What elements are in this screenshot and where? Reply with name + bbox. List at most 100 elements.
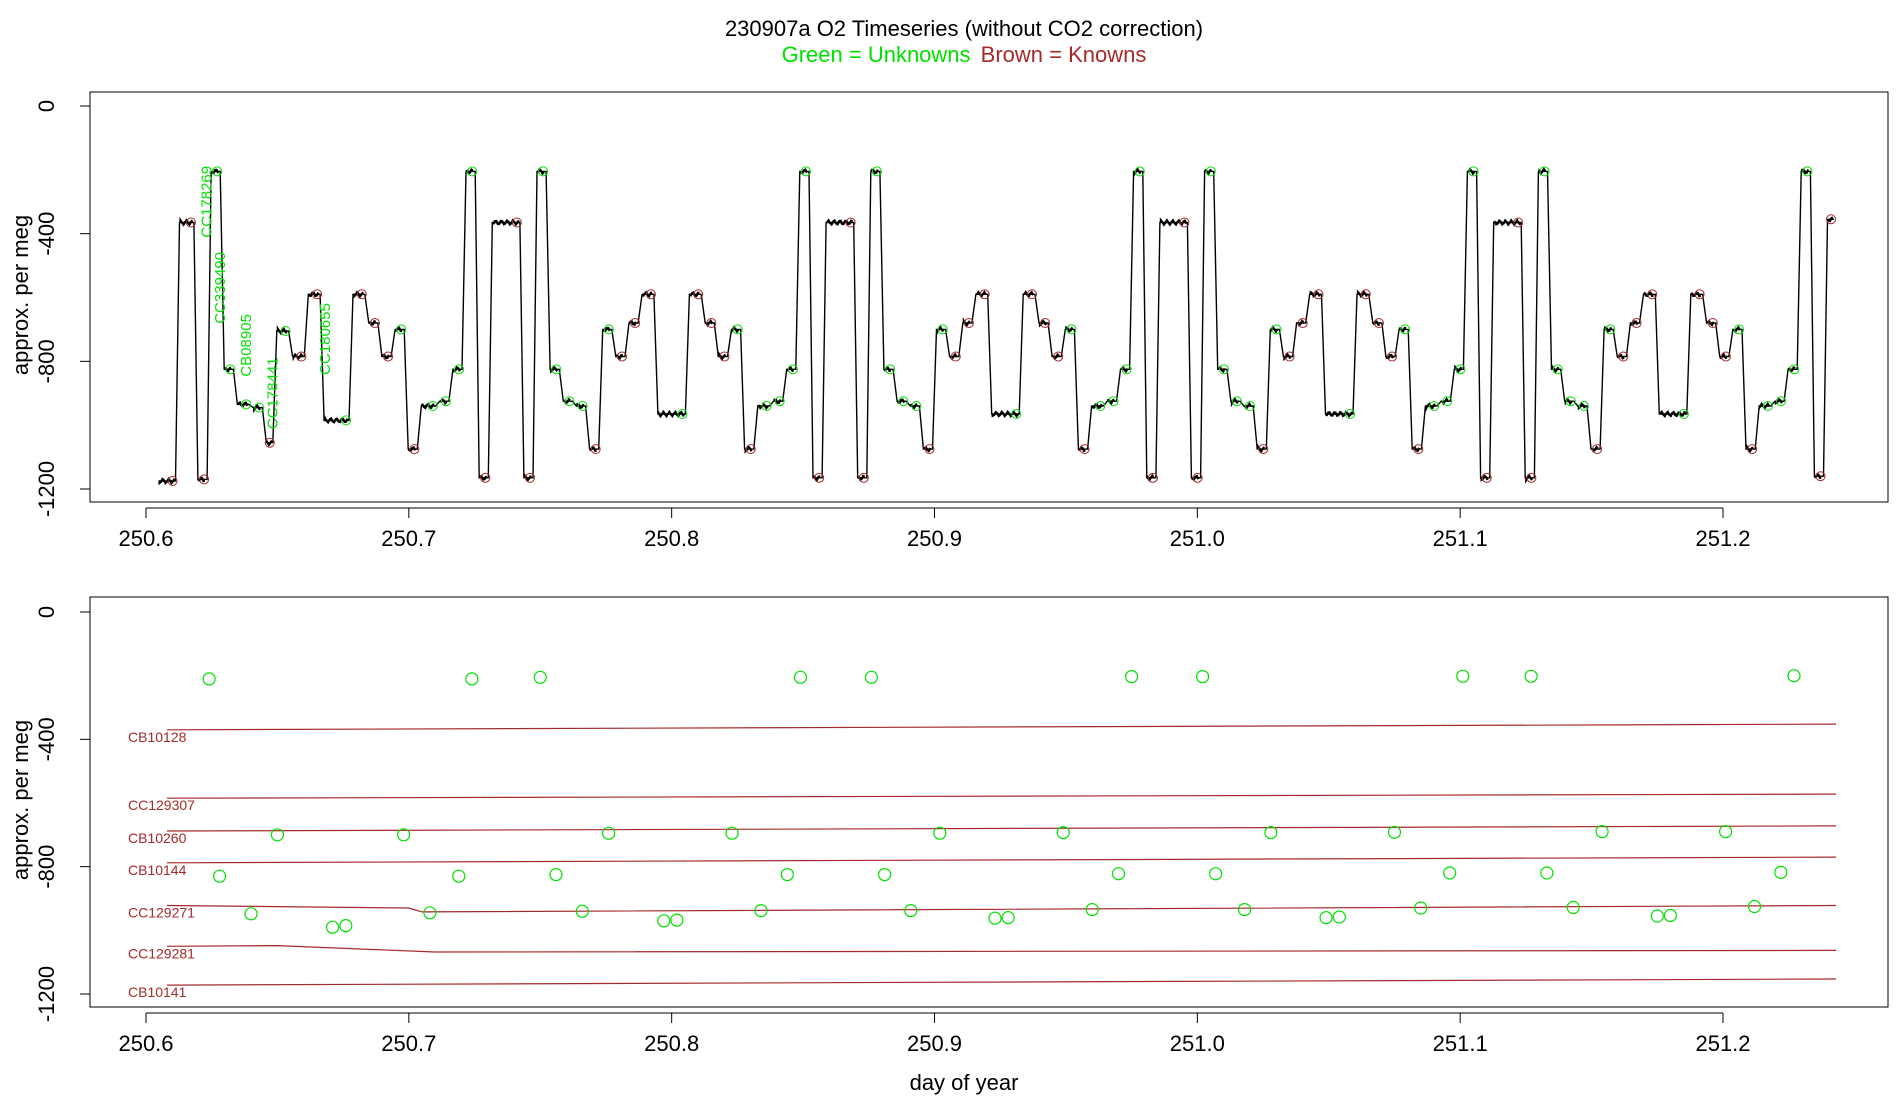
top-y-axis: 0 -400 -800 -1200 <box>34 100 91 517</box>
plateau <box>883 364 896 375</box>
unknown-plateau-point <box>1108 396 1119 407</box>
known-standard-line <box>166 856 1837 864</box>
plateau <box>1257 443 1269 455</box>
plateau-noise <box>1577 402 1586 411</box>
plateau <box>1643 289 1658 300</box>
plateau <box>549 364 562 375</box>
tank-annotation: CC180655 <box>317 303 334 375</box>
known-plateau-point <box>693 289 704 300</box>
plateau <box>1467 166 1479 177</box>
unknown-plateau-point <box>538 166 549 177</box>
known-standard-label: CB10144 <box>128 862 187 878</box>
unknown-plateau-point <box>732 324 743 335</box>
plateau-noise <box>628 319 637 327</box>
plateau <box>1385 351 1398 362</box>
plateau <box>1159 217 1190 228</box>
unknown-plateau-point <box>225 364 236 375</box>
y-tick-label: -1200 <box>34 966 59 1022</box>
plateau-noise <box>1467 167 1476 176</box>
known-plateau-point <box>963 318 974 329</box>
plateau <box>1604 324 1616 335</box>
plateau-noise <box>252 403 261 414</box>
unknown-plateau-point <box>1442 396 1453 407</box>
plateau-noise <box>352 290 364 300</box>
plateau-noise <box>452 365 461 374</box>
plateau-noise <box>1590 445 1599 453</box>
unknown-plateau-point <box>1095 401 1106 412</box>
unknown-point <box>1414 901 1428 915</box>
plateau <box>1551 363 1563 375</box>
plateau-noise <box>408 445 417 453</box>
unknown-plateau-point <box>1678 408 1689 419</box>
plateau <box>1690 289 1705 300</box>
known-standard-line <box>166 944 1837 953</box>
plateau <box>492 217 522 228</box>
plateau-noise <box>224 366 232 373</box>
y-tick-label: -400 <box>34 212 59 256</box>
plateau <box>949 351 961 362</box>
unknown-plateau-point <box>677 408 688 419</box>
unknown-point <box>1747 899 1762 914</box>
known-standard-label: CC129281 <box>128 945 195 961</box>
plateau-noise <box>179 216 194 227</box>
unknown-plateau-point <box>871 166 882 177</box>
plateau <box>718 350 730 362</box>
plateau <box>276 324 291 337</box>
top-plot-area: CC178269 CC339490 CB08905 CC178441 CC180655 <box>158 166 1837 487</box>
unknown-plateau-point <box>1455 364 1466 375</box>
x-tick-label: 251.1 <box>1433 1031 1488 1056</box>
y-tick-label: -800 <box>34 845 59 889</box>
unknown-plateau-point <box>800 166 811 177</box>
plateau <box>1719 351 1731 362</box>
plateau <box>1091 401 1106 412</box>
plateau <box>264 437 275 448</box>
known-plateau-point <box>719 351 730 362</box>
plateau-noise <box>1309 290 1321 298</box>
plateau-noise <box>1801 168 1810 175</box>
unknown-point <box>244 907 258 921</box>
x-tick-label: 250.6 <box>118 526 173 551</box>
plateau-noise <box>1372 320 1381 327</box>
plateau <box>812 472 825 483</box>
plateau <box>323 414 352 426</box>
unknown-plateau-point <box>1011 408 1022 419</box>
plateau-noise <box>536 167 545 176</box>
plateau-noise <box>705 318 714 328</box>
known-plateau-point <box>383 351 394 362</box>
plateau <box>870 166 882 177</box>
known-plateau-point <box>185 217 196 228</box>
plateau <box>825 217 856 228</box>
plateau-noise <box>479 475 488 481</box>
unknown-point <box>213 869 227 883</box>
plateau-noise <box>1107 398 1115 406</box>
plateau <box>1732 324 1745 335</box>
bottom-y-axis: 0 -400 -800 -1200 <box>34 606 91 1022</box>
plateau-noise <box>1564 397 1573 406</box>
known-plateau-point <box>1826 214 1837 225</box>
unknown-point <box>1195 669 1210 684</box>
unknown-plateau-point <box>1776 396 1787 407</box>
plateau <box>657 408 688 419</box>
tank-annotation: CC339490 <box>212 252 229 324</box>
unknown-point <box>1085 902 1099 917</box>
plateau <box>1801 166 1813 177</box>
unknown-plateau-point <box>1429 401 1440 412</box>
known-plateau-point <box>1313 289 1324 300</box>
unknown-plateau-point <box>937 324 948 335</box>
plateau <box>1412 444 1424 455</box>
plateau <box>628 318 641 329</box>
plateau-noise <box>1270 325 1279 335</box>
plateau <box>1706 318 1718 329</box>
known-plateau-point <box>745 444 756 455</box>
unknown-point <box>725 826 739 840</box>
plateau-noise <box>786 366 794 372</box>
unknown-plateau-point <box>1205 166 1216 177</box>
known-plateau-point <box>1258 444 1269 455</box>
unknown-plateau-point <box>911 401 922 412</box>
unknown-plateau-point <box>1734 324 1745 335</box>
plateau <box>352 289 367 300</box>
plateau-noise <box>1385 353 1394 360</box>
plateau-noise <box>910 403 918 410</box>
known-plateau-point <box>409 444 420 455</box>
y-tick-label: 0 <box>34 606 59 618</box>
